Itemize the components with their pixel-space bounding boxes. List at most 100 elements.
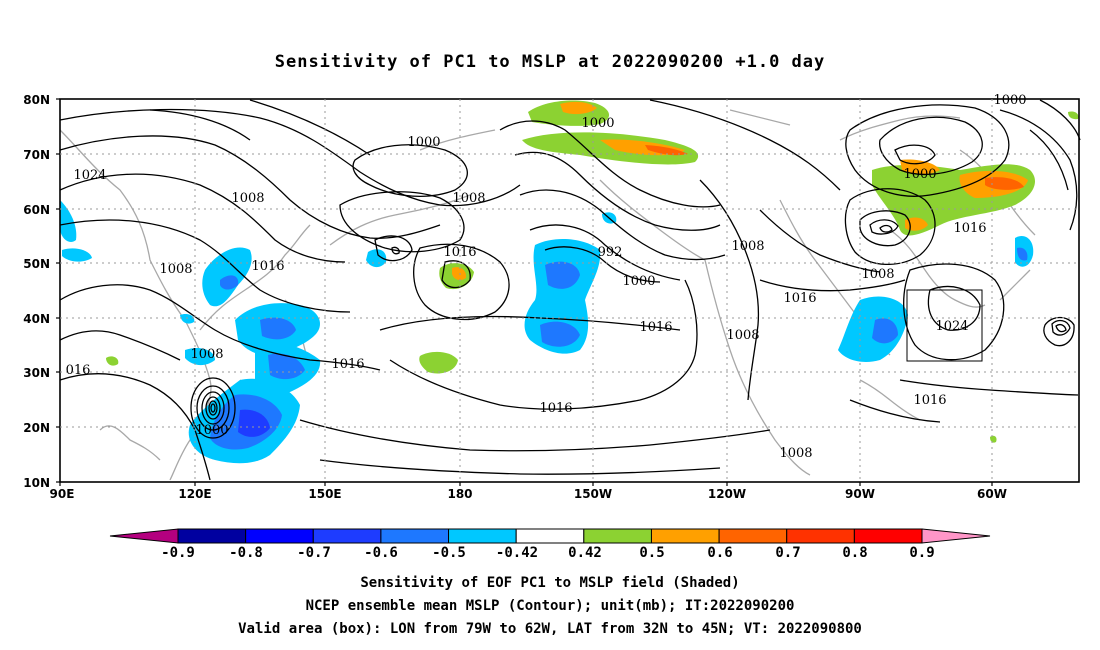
negative-area bbox=[60, 200, 77, 242]
positive-area bbox=[645, 145, 688, 156]
positive-area bbox=[985, 177, 1024, 190]
contour-label: 1016 bbox=[443, 245, 476, 260]
colorbar-label: 0.5 bbox=[639, 545, 664, 561]
caption-shaded: Sensitivity of EOF PC1 to MSLP field (Sh… bbox=[360, 575, 740, 591]
colorbar-label: -0.5 bbox=[432, 545, 466, 561]
colorbar bbox=[109, 528, 991, 544]
colorbar-end-high bbox=[921, 528, 991, 544]
lon-label: 90E bbox=[50, 487, 75, 501]
lon-label: 90W bbox=[845, 487, 875, 501]
negative-area bbox=[540, 321, 580, 347]
colorbar-box bbox=[718, 528, 788, 544]
lon-label: 60W bbox=[977, 487, 1007, 501]
negative-area bbox=[872, 318, 898, 344]
lat-labels: 80N 70N 60N 50N 40N 30N 20N 10N bbox=[23, 93, 50, 490]
contour-label: 1000 bbox=[622, 274, 655, 289]
caption-contour: NCEP ensemble mean MSLP (Contour); unit(… bbox=[305, 598, 795, 614]
lon-label: 180 bbox=[447, 487, 472, 501]
colorbar-end-low bbox=[109, 528, 179, 544]
contour-label: 1000 bbox=[195, 423, 228, 438]
colorbar-box bbox=[650, 528, 720, 544]
negative-area bbox=[545, 261, 580, 289]
colorbar-label: -0.9 bbox=[161, 545, 195, 561]
contour-labels: 1000 1008 1008 1024 1016 1008 1008 1016 … bbox=[66, 93, 1027, 461]
contour-label: 1000 bbox=[407, 135, 440, 150]
contour-label: 1008 bbox=[452, 191, 485, 206]
contour-label: 1000 bbox=[993, 93, 1026, 108]
valid-area-box bbox=[906, 289, 983, 362]
contour-label: 1008 bbox=[159, 262, 192, 277]
colorbar-label: 0.8 bbox=[842, 545, 867, 561]
lat-label: 40N bbox=[23, 312, 50, 326]
lat-label: 50N bbox=[23, 257, 50, 271]
colorbar-box bbox=[312, 528, 382, 544]
contour-label: 1008 bbox=[231, 191, 264, 206]
colorbar-label: 0.7 bbox=[775, 545, 800, 561]
map-title: Sensitivity of PC1 to MSLP at 2022090200… bbox=[274, 52, 826, 72]
positive-area bbox=[522, 132, 699, 165]
contour-label: 1016 bbox=[913, 393, 946, 408]
lat-label: 70N bbox=[23, 148, 50, 162]
lat-label: 10N bbox=[23, 476, 50, 490]
lon-label: 120E bbox=[178, 487, 211, 501]
lat-label: 60N bbox=[23, 203, 50, 217]
negative-area bbox=[62, 248, 92, 262]
colorbar-label: 0.6 bbox=[707, 545, 732, 561]
sensitivity-map: 80N 70N 60N 50N 40N 30N 20N 10N 90E 120E… bbox=[23, 93, 1081, 561]
contour-label: 1000 bbox=[903, 167, 936, 182]
contour-label: 1008 bbox=[779, 446, 812, 461]
negative-area bbox=[260, 317, 296, 340]
colorbar-box bbox=[245, 528, 314, 544]
colorbar-box bbox=[448, 528, 517, 544]
contour-label: 1008 bbox=[731, 239, 764, 254]
negative-area bbox=[220, 275, 239, 290]
colorbar-label: -0.6 bbox=[364, 545, 398, 561]
contour-label: 992 bbox=[598, 245, 623, 260]
colorbar-box bbox=[177, 528, 247, 544]
positive-area bbox=[1068, 111, 1079, 120]
lon-label: 150E bbox=[308, 487, 341, 501]
contour-label: 1008 bbox=[190, 347, 223, 362]
contour-label: 1016 bbox=[539, 401, 572, 416]
positive-area bbox=[106, 356, 119, 366]
contour-label: 1016 bbox=[953, 221, 986, 236]
positive-area bbox=[990, 435, 997, 443]
colorbar-box bbox=[853, 528, 923, 544]
map-grid bbox=[56, 98, 1080, 486]
negative-area bbox=[838, 296, 908, 362]
lon-label: 120W bbox=[708, 487, 746, 501]
contour-label: 1008 bbox=[726, 328, 759, 343]
pressure-contours bbox=[59, 99, 1081, 481]
shaded-regions bbox=[60, 100, 1079, 464]
colorbar-label: 0.9 bbox=[909, 545, 934, 561]
lat-label: 20N bbox=[23, 421, 50, 435]
positive-area bbox=[452, 267, 467, 281]
negative-area bbox=[185, 348, 215, 366]
contour-label: 016 bbox=[66, 363, 91, 378]
contour-label: 1016 bbox=[331, 357, 364, 372]
contour-label: 1008 bbox=[861, 267, 894, 282]
negative-area bbox=[268, 353, 305, 380]
colorbar-label: -0.7 bbox=[297, 545, 331, 561]
negative-area bbox=[1017, 247, 1028, 261]
colorbar-label: 0.42 bbox=[568, 545, 602, 561]
contour-label: 1016 bbox=[251, 259, 284, 274]
colorbar-label: -0.42 bbox=[496, 545, 538, 561]
lat-label: 30N bbox=[23, 366, 50, 380]
positive-area bbox=[560, 101, 597, 115]
lon-label: 150W bbox=[574, 487, 612, 501]
colorbar-box bbox=[380, 528, 450, 544]
lat-label: 80N bbox=[23, 93, 50, 107]
colorbar-box bbox=[515, 528, 585, 544]
colorbar-labels: -0.9 -0.8 -0.7 -0.6 -0.5 -0.42 0.42 0.5 … bbox=[161, 545, 935, 561]
negative-area bbox=[366, 249, 387, 268]
contour-label: 1024 bbox=[935, 319, 968, 334]
positive-area bbox=[419, 351, 458, 374]
colorbar-box bbox=[583, 528, 652, 544]
contour-label: 1016 bbox=[639, 320, 672, 335]
colorbar-label: -0.8 bbox=[229, 545, 263, 561]
caption-valid-area: Valid area (box): LON from 79W to 62W, L… bbox=[238, 621, 862, 637]
lon-labels: 90E 120E 150E 180 150W 120W 90W 60W bbox=[50, 487, 1007, 501]
contour-label: 1024 bbox=[73, 168, 106, 183]
negative-area bbox=[180, 313, 195, 324]
